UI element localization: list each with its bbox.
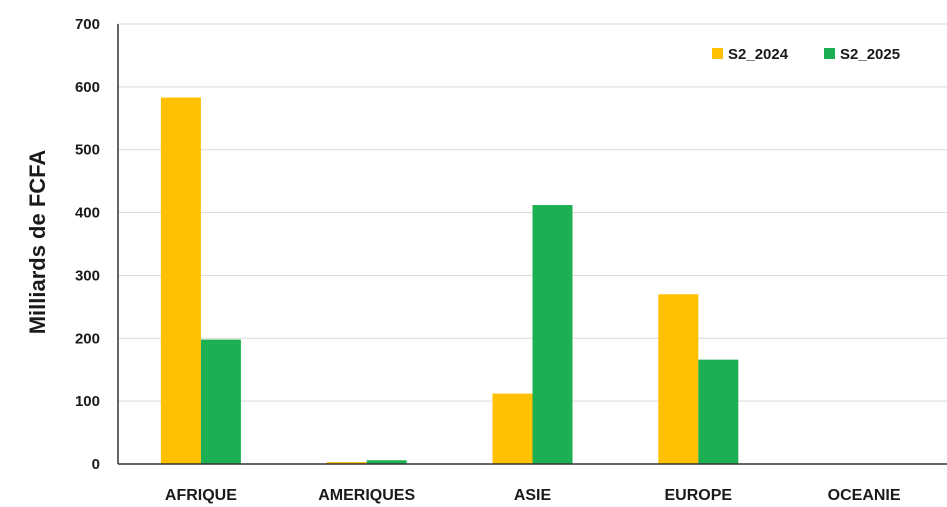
y-tick-labels: 0 100 200 300 400 500 600 700: [75, 16, 100, 473]
legend-swatch: [712, 48, 723, 59]
bar-s2-2025-ameriques: [366, 460, 407, 464]
legend: S2_2024 S2_2025: [712, 46, 900, 63]
legend-label: S2_2024: [728, 46, 789, 63]
y-tick-label: 400: [75, 205, 100, 222]
y-tick-label: 700: [75, 16, 100, 33]
y-tick-label: 500: [75, 142, 100, 159]
bar-s2-2024-europe: [658, 294, 699, 464]
x-category-labels: AFRIQUE AMERIQUES ASIE EUROPE OCEANIE: [165, 487, 901, 504]
bar-s2-2025-asie: [532, 205, 573, 464]
bar-s2-2024-afrique: [160, 97, 201, 465]
y-tick-label: 0: [92, 456, 100, 473]
bar-s2-2024-ameriques: [326, 462, 367, 464]
axes: [117, 24, 947, 465]
legend-label: S2_2025: [840, 46, 900, 63]
y-tick-label: 600: [75, 79, 100, 96]
y-tick-label: 300: [75, 267, 100, 284]
x-category-label: EUROPE: [665, 487, 733, 504]
y-tick-label: 200: [75, 330, 100, 347]
bar-s2-2024-asie: [492, 393, 533, 464]
y-axis-label: Milliards de FCFA: [25, 150, 50, 335]
x-category-label: AMERIQUES: [318, 487, 415, 504]
bar-s2-2025-europe: [698, 359, 739, 464]
x-category-label: AFRIQUE: [165, 487, 237, 504]
bars: [160, 97, 739, 465]
x-category-label: OCEANIE: [828, 487, 901, 504]
legend-swatch: [824, 48, 835, 59]
y-tick-label: 100: [75, 393, 100, 410]
bar-s2-2025-afrique: [200, 339, 241, 464]
x-category-label: ASIE: [514, 487, 552, 504]
